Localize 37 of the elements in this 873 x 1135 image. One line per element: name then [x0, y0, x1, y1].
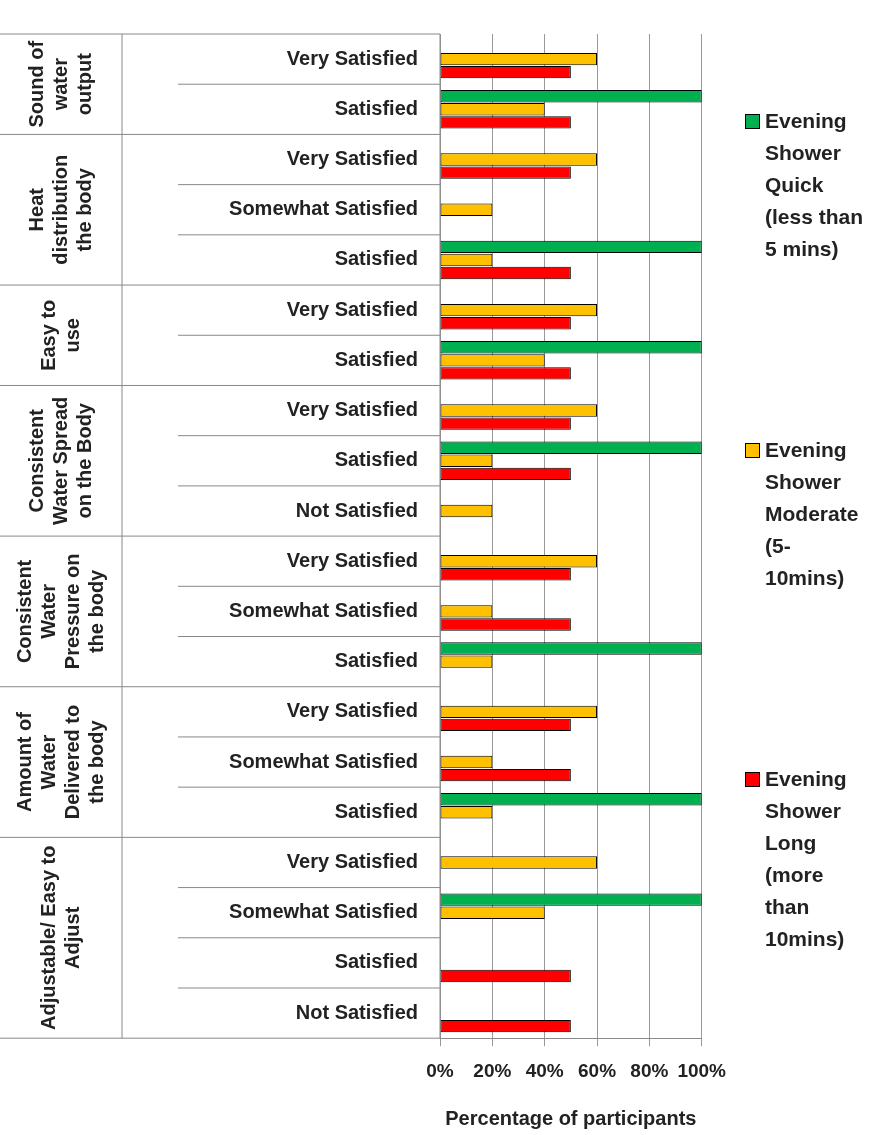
x-tick-label: 80% — [630, 1059, 669, 1081]
x-tick-label: 40% — [525, 1059, 564, 1081]
y-tick-label: Very Satisfied — [286, 548, 418, 571]
y-tick-label: Very Satisfied — [286, 398, 418, 421]
text: Amount of Water Delivered to the body — [12, 704, 107, 820]
x-tick-label: 60% — [578, 1059, 617, 1081]
legend-label: Evening Shower Quick (less than 5 mins) — [765, 107, 865, 262]
y-tick-label: Very Satisfied — [286, 699, 418, 722]
text: Consistent Water Spread on the Body — [24, 396, 95, 525]
y-tick-label: Satisfied — [334, 649, 418, 672]
x-axis-title: Percentage of participants — [445, 1106, 697, 1129]
y-tick-label: Very Satisfied — [286, 147, 418, 170]
y-tick-label: Satisfied — [334, 347, 418, 370]
x-tick-label: 100% — [677, 1059, 727, 1081]
y-tick-label: Not Satisfied — [295, 1000, 418, 1023]
legend-label: Evening Shower Long (more than 10mins) — [765, 766, 848, 953]
x-tick-label: 0% — [426, 1059, 454, 1081]
text: Heat distribution the body — [24, 154, 95, 265]
y-tick-label: Satisfied — [334, 448, 418, 471]
y-tick-label: Satisfied — [334, 96, 418, 119]
y-tick-label: Somewhat Satisfied — [229, 197, 418, 220]
text: Adjustable/ Easy to Adjust — [36, 845, 83, 1031]
y-tick-label: Satisfied — [334, 247, 418, 270]
y-tick-label: Satisfied — [334, 799, 418, 822]
x-tick-label: 20% — [473, 1059, 512, 1081]
y-tick-label: Not Satisfied — [295, 498, 418, 521]
y-tick-label: Very Satisfied — [286, 297, 418, 320]
text: Consistent Water Pressure on the body — [12, 553, 107, 670]
y-tick-label: Somewhat Satisfied — [229, 749, 418, 772]
legend-label: Evening Shower Moderate (5-10mins) — [765, 437, 860, 591]
y-tick-label: Somewhat Satisfied — [229, 598, 418, 621]
y-tick-label: Very Satisfied — [286, 849, 418, 872]
y-tick-label: Satisfied — [334, 950, 418, 973]
y-tick-label: Somewhat Satisfied — [229, 900, 418, 923]
text: Sound of water output — [24, 40, 95, 128]
text: Easy to use — [36, 299, 83, 371]
y-tick-label: Very Satisfied — [286, 46, 418, 69]
